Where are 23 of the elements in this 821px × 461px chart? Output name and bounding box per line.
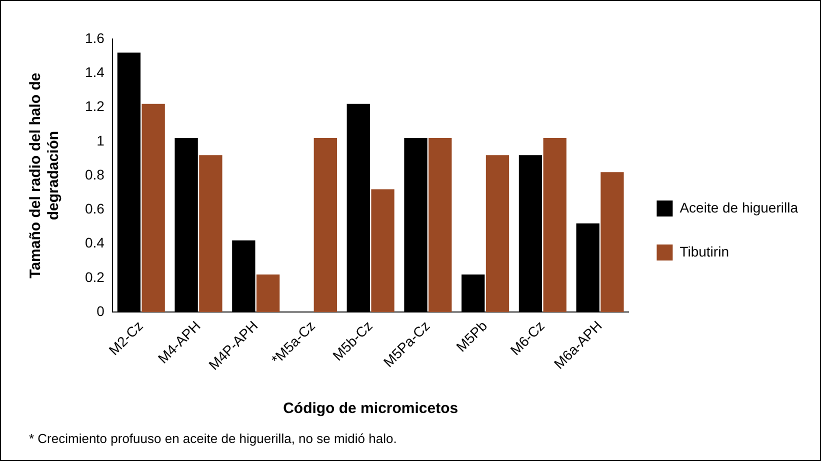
- x-axis-title: Código de micromicetos: [283, 400, 458, 418]
- y-tick-label: 0: [96, 302, 105, 319]
- y-tick-label: 1.2: [84, 98, 105, 114]
- bar: [600, 172, 624, 312]
- legend-label: Tibutirin: [680, 243, 729, 260]
- y-tick-label: 1: [96, 132, 105, 148]
- y-axis-title: Tamaño del radio del halo de degradación: [27, 72, 62, 278]
- bar: [256, 274, 280, 312]
- y-tick-label: 1.6: [84, 30, 105, 46]
- y-tick-label: 0.2: [84, 268, 105, 285]
- bar: [428, 138, 452, 312]
- bar: [199, 155, 222, 312]
- text: * Crecimiento profuuso en aceite de higuerilla, no se midió halo.: [29, 431, 397, 446]
- bar: [314, 138, 337, 312]
- bar: [486, 155, 510, 312]
- y-tick-label: 0.6: [84, 200, 105, 217]
- bar: [142, 104, 165, 312]
- y-tick-label: 1.4: [84, 64, 105, 80]
- y-tick-label: 0.4: [84, 234, 105, 251]
- bar: [371, 189, 394, 312]
- legend-label: Aceite de higuerilla: [680, 199, 798, 216]
- y-tick-label: 0.8: [84, 166, 105, 182]
- bar: [543, 138, 566, 312]
